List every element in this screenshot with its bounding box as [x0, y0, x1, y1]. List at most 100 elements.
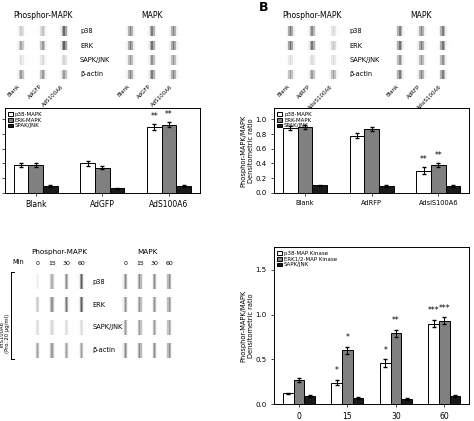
Bar: [120, 69, 121, 79]
Bar: [305, 55, 306, 65]
Bar: [341, 55, 343, 65]
Bar: [323, 41, 325, 51]
Bar: [166, 27, 168, 36]
Bar: [286, 27, 288, 36]
Bar: [162, 274, 163, 289]
Bar: [148, 69, 150, 79]
Bar: [85, 297, 86, 312]
Bar: [135, 343, 136, 357]
Bar: [76, 343, 77, 357]
Bar: [174, 297, 175, 312]
Bar: [10, 69, 12, 79]
Bar: [125, 69, 127, 79]
Bar: [123, 69, 125, 79]
Bar: [398, 69, 399, 79]
Bar: [162, 272, 175, 291]
Bar: [434, 55, 436, 65]
Bar: [62, 27, 64, 36]
Bar: [164, 55, 166, 65]
Bar: [315, 69, 316, 79]
Bar: [389, 54, 409, 66]
Bar: [119, 343, 120, 357]
Bar: [392, 41, 394, 51]
Bar: [128, 320, 129, 335]
Bar: [30, 274, 31, 289]
Bar: [333, 69, 334, 79]
Bar: [163, 40, 182, 52]
Bar: [42, 41, 44, 51]
Bar: [301, 54, 321, 66]
Bar: [174, 41, 176, 51]
Bar: [168, 27, 169, 36]
Bar: [74, 297, 75, 312]
Text: Min: Min: [12, 258, 24, 265]
Bar: [133, 274, 134, 289]
Bar: [124, 297, 125, 312]
Bar: [165, 320, 166, 335]
Bar: [323, 54, 343, 66]
Bar: [85, 343, 86, 357]
Bar: [148, 274, 149, 289]
Bar: [331, 55, 333, 65]
Bar: [155, 41, 156, 51]
Bar: [323, 27, 325, 36]
Bar: [84, 320, 85, 335]
Bar: [164, 343, 165, 357]
Bar: [301, 25, 321, 37]
Text: AdS100A6: AdS100A6: [41, 84, 64, 107]
Bar: [144, 297, 145, 312]
Bar: [174, 343, 175, 357]
Bar: [63, 274, 64, 289]
Bar: [30, 343, 31, 357]
Bar: [124, 320, 125, 335]
Bar: [138, 343, 139, 357]
Text: p38: p38: [92, 279, 105, 285]
Bar: [43, 274, 44, 289]
Bar: [12, 27, 14, 36]
Bar: [29, 55, 30, 65]
Bar: [134, 274, 135, 289]
Bar: [326, 55, 328, 65]
Bar: [17, 55, 19, 65]
Bar: [129, 320, 130, 335]
Bar: [45, 297, 46, 312]
Text: rhS100A6
(Pro. 20 μg/ml): rhS100A6 (Pro. 20 μg/ml): [0, 314, 10, 353]
Bar: [428, 324, 439, 404]
Bar: [77, 343, 79, 357]
Bar: [141, 27, 143, 36]
Bar: [34, 27, 36, 36]
Bar: [10, 40, 30, 52]
Bar: [298, 69, 300, 79]
Bar: [158, 27, 159, 36]
Bar: [439, 321, 450, 404]
Bar: [155, 27, 156, 36]
Bar: [286, 69, 288, 79]
Bar: [401, 27, 402, 36]
Bar: [179, 55, 181, 65]
Bar: [323, 68, 343, 80]
Bar: [447, 27, 448, 36]
Bar: [427, 69, 429, 79]
Bar: [131, 41, 133, 51]
Bar: [447, 69, 448, 79]
Bar: [151, 274, 152, 289]
Bar: [12, 69, 14, 79]
Bar: [150, 27, 151, 36]
Bar: [285, 41, 286, 51]
Bar: [164, 297, 165, 312]
Bar: [162, 320, 163, 335]
Bar: [54, 320, 55, 335]
Bar: [416, 41, 417, 51]
Bar: [334, 41, 336, 51]
Bar: [61, 297, 62, 312]
Bar: [146, 27, 148, 36]
Bar: [402, 41, 404, 51]
Bar: [437, 55, 439, 65]
Bar: [318, 27, 319, 36]
Bar: [436, 27, 437, 36]
Bar: [148, 41, 150, 51]
Bar: [404, 27, 406, 36]
Bar: [325, 41, 326, 51]
Bar: [52, 343, 53, 357]
Bar: [127, 297, 128, 312]
